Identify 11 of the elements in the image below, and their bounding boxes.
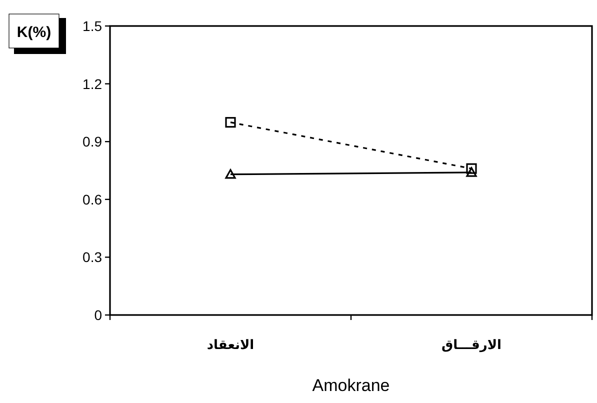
y-tick-label: 0.3 bbox=[82, 249, 102, 266]
y-tick-label: 0.6 bbox=[82, 191, 102, 208]
x-tick-label: الانعقاد bbox=[206, 338, 254, 353]
y-tick-label: 0 bbox=[94, 307, 102, 323]
point bbox=[225, 117, 236, 128]
x-axis-title: Amokrane bbox=[312, 376, 390, 395]
y-tick-label: 0.9 bbox=[82, 134, 102, 150]
y-axis-title: K(%) bbox=[16, 24, 52, 41]
x-tick-label: الارقـــاق bbox=[442, 338, 502, 353]
y-tick-label: 1.5 bbox=[82, 18, 102, 34]
y-tick-label: 1.2 bbox=[82, 76, 102, 92]
